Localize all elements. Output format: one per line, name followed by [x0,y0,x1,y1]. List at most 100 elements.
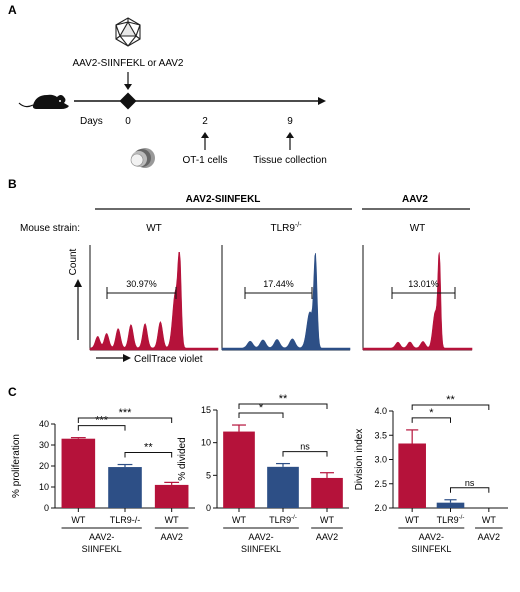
significance-label: ns [465,478,475,488]
strain-label: TLR9-/- [270,222,302,234]
group-bracket: AAV2- SIINFEKL [61,527,142,554]
significance-bracket: * [238,402,284,419]
group-label: SIINFEKL [82,544,122,554]
panel-b: B AAV2-SIINFEKL AAV2 Mouse strain: WT 30.… [8,177,473,365]
bar [108,467,142,508]
days-label: Days [80,116,103,127]
group-label: SIINFEKL [411,544,451,554]
bar [398,443,426,508]
virus-label: AAV2-SIINFEKL or AAV2 [73,58,184,69]
histogram-shape [221,253,351,351]
group-bracket: AAV2- SIINFEKL [223,527,299,554]
y-tick-label: 0 [206,503,211,513]
category-label: TLR9-/- [269,515,297,525]
panel-a: A AAV2-SIINFEKL or AAV2 Days [8,3,327,168]
histogram-shape [362,252,473,351]
category-label: TLR9-/- [110,515,141,525]
y-tick-label: 3.5 [374,430,387,440]
significance-label: ** [446,394,455,406]
strain-label: WT [410,223,426,234]
y-axis-label: Division index [354,429,365,491]
y-tick-label: 5 [206,470,211,480]
category-label: WT [71,515,85,525]
day-2: 2 [202,116,208,127]
day-9: 9 [287,116,293,127]
gate-percent: 30.97% [126,279,157,289]
significance-label: ** [279,393,288,405]
gate-percent: 13.01% [408,279,439,289]
significance-label: * [259,402,264,414]
category-label: WT [405,515,419,525]
category-label: WT [482,515,496,525]
gate-percent: 17.44% [263,279,294,289]
y-tick-label: 4.0 [374,406,387,416]
significance-bracket: *** [77,407,173,423]
category-label: WT [320,515,334,525]
panel-b-label: B [8,177,17,191]
bar-chart-3: 2.0 2.5 3.0 3.5 4.0 Division index WT TLR9-/- WT… [354,394,508,554]
significance-label: ** [144,442,153,454]
significance-bracket: * [411,407,451,423]
group-label: AAV2- [419,532,444,542]
panel-a-label: A [8,3,17,17]
mouse-strain-label: Mouse strain: [20,223,80,234]
y-axis-label: % proliferation [11,434,22,498]
group-label: SIINFEKL [241,544,281,554]
bar [154,484,189,508]
significance-bracket: ** [411,394,490,410]
injection-marker [119,92,137,110]
mouse-icon [18,94,69,109]
x-label-celltrace: CellTrace violet [134,354,203,365]
y-tick-label: 2.0 [374,503,387,513]
y-tick-label: 30 [39,440,49,450]
y-axis-label: % divided [177,437,188,480]
group-label-aav2: AAV2 [402,194,428,205]
bar [311,477,343,508]
group-label: AAV2 [478,532,500,542]
tissue-collection-label: Tissue collection [253,155,327,166]
y-tick-label: 10 [39,482,49,492]
bar-chart-1: 0 10 20 30 40 % proliferation WT TLR9-/- WT AAV2-… [11,407,195,554]
significance-label: *** [119,407,133,419]
bar [61,438,96,508]
group-label: AAV2 [316,532,338,542]
histogram-shape [89,252,219,351]
group-label: AAV2- [248,532,273,542]
group-label-aav2-siinfekl: AAV2-SIINFEKL [186,194,261,205]
significance-bracket: ** [238,393,328,409]
y-tick-label: 20 [39,461,49,471]
y-tick-label: 3.0 [374,455,387,465]
group-bracket: AAV2- SIINFEKL [398,527,465,554]
y-tick-label: 2.5 [374,479,387,489]
category-label: TLR9-/- [437,515,465,525]
day-0: 0 [125,116,131,127]
cells-icon [130,148,155,168]
significance-label: ns [300,442,310,452]
group-bracket: AAV2 [475,527,503,542]
y-label-count: Count [68,248,79,275]
significance-label: *** [95,415,109,427]
bar [267,466,299,508]
category-label: WT [165,515,179,525]
y-tick-label: 10 [201,438,211,448]
group-label: AAV2- [89,532,114,542]
histogram-3: WT 13.01% [362,223,473,351]
y-tick-label: 0 [44,503,49,513]
panel-c-label: C [8,385,17,399]
histogram-1: WT 30.97% [89,223,219,351]
y-tick-label: 15 [201,405,211,415]
histogram-2: TLR9-/- 17.44% [221,222,351,351]
group-label: AAV2 [160,532,182,542]
significance-label: * [429,407,434,419]
bar [223,431,255,508]
y-tick-label: 40 [39,419,49,429]
bar [436,502,465,508]
significance-bracket: ns [282,442,328,457]
significance-bracket: ** [124,442,173,458]
ot1-cells-label: OT-1 cells [182,155,227,166]
group-bracket: AAV2 [311,527,343,542]
group-bracket: AAV2 [154,527,189,542]
